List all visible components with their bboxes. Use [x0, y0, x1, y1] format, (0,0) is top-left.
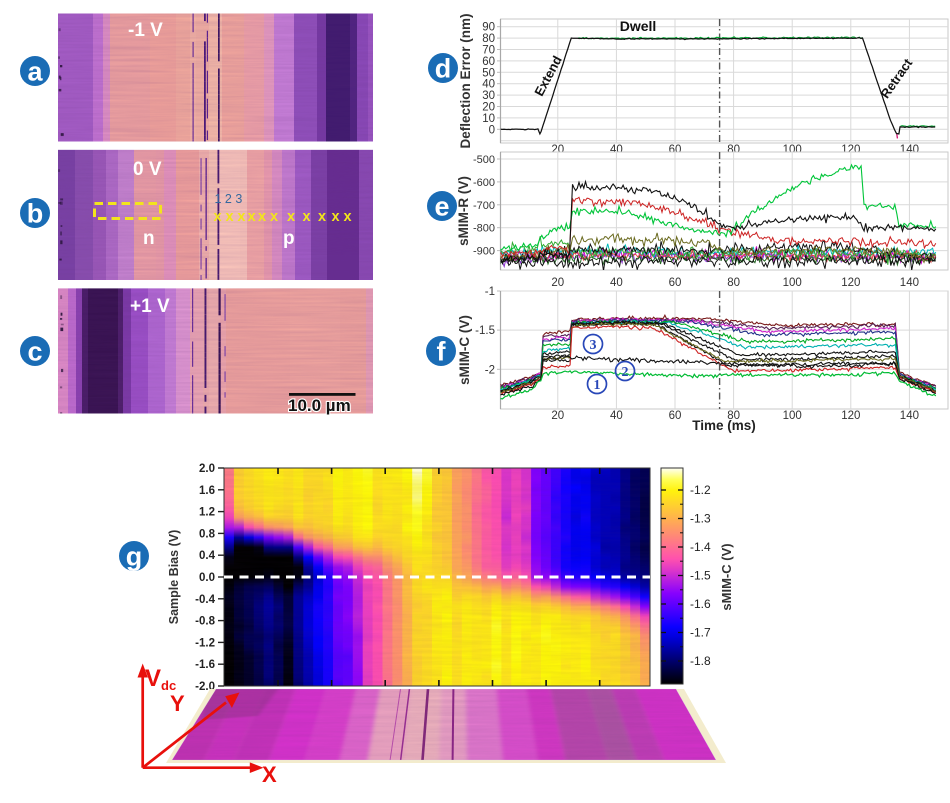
svg-text:V: V — [145, 665, 161, 692]
svg-text:20: 20 — [551, 277, 564, 289]
svg-text:10: 10 — [482, 113, 495, 125]
svg-text:b: b — [27, 199, 44, 229]
svg-text:140: 140 — [900, 277, 919, 289]
svg-text:0: 0 — [489, 124, 495, 136]
svg-text:d: d — [435, 54, 452, 84]
svg-text:1: 1 — [594, 378, 601, 393]
svg-text:-800: -800 — [473, 223, 495, 235]
svg-text:3: 3 — [590, 338, 597, 353]
svg-text:p: p — [283, 228, 295, 249]
svg-text:x: x — [237, 209, 245, 225]
svg-text:30: 30 — [482, 90, 495, 102]
svg-text:Time (ms): Time (ms) — [692, 418, 756, 433]
svg-text:0.4: 0.4 — [199, 550, 216, 562]
svg-text:100: 100 — [783, 410, 802, 422]
svg-text:x: x — [287, 209, 295, 225]
svg-text:x: x — [258, 209, 266, 225]
svg-text:x: x — [343, 209, 351, 225]
svg-text:-1.2: -1.2 — [690, 483, 711, 497]
svg-text:0 V: 0 V — [133, 159, 162, 180]
svg-text:80: 80 — [727, 410, 740, 422]
svg-text:1.6: 1.6 — [199, 485, 215, 497]
svg-text:+1 V: +1 V — [130, 296, 170, 317]
svg-text:-500: -500 — [473, 154, 495, 166]
svg-text:40: 40 — [610, 277, 623, 289]
svg-text:n: n — [143, 228, 155, 249]
svg-text:20: 20 — [551, 410, 564, 422]
svg-text:f: f — [437, 337, 447, 367]
svg-text:g: g — [126, 542, 143, 572]
svg-text:x: x — [248, 209, 256, 225]
svg-text:100: 100 — [783, 277, 802, 289]
svg-text:x: x — [225, 209, 233, 225]
svg-text:-600: -600 — [473, 177, 495, 189]
svg-text:-1.6: -1.6 — [690, 597, 711, 611]
svg-text:x: x — [318, 209, 326, 225]
svg-text:x: x — [332, 209, 340, 225]
svg-text:-1.4: -1.4 — [690, 540, 711, 554]
svg-text:10.0 µm: 10.0 µm — [288, 396, 351, 415]
svg-text:60: 60 — [669, 277, 682, 289]
svg-text:90: 90 — [482, 22, 495, 34]
svg-text:sMIM-R (V): sMIM-R (V) — [456, 176, 471, 246]
svg-text:-900: -900 — [473, 246, 495, 258]
svg-text:70: 70 — [482, 45, 495, 57]
svg-text:a: a — [27, 57, 43, 87]
svg-text:-1.6: -1.6 — [195, 659, 215, 671]
svg-text:50: 50 — [482, 67, 495, 79]
svg-text:120: 120 — [841, 410, 860, 422]
svg-text:60: 60 — [482, 56, 495, 68]
svg-text:-0.8: -0.8 — [195, 616, 215, 628]
svg-text:20: 20 — [482, 102, 495, 114]
svg-text:-1.8: -1.8 — [690, 654, 711, 668]
svg-text:-1.5: -1.5 — [690, 569, 711, 583]
svg-text:c: c — [27, 337, 42, 367]
svg-text:e: e — [434, 192, 449, 222]
svg-text:x: x — [213, 209, 221, 225]
svg-text:X: X — [262, 762, 277, 787]
svg-text:60: 60 — [669, 410, 682, 422]
svg-text:sMIM-C (V): sMIM-C (V) — [457, 315, 472, 385]
svg-text:140: 140 — [900, 410, 919, 422]
svg-text:0.0: 0.0 — [199, 572, 215, 584]
svg-text:sMIM-C (V): sMIM-C (V) — [719, 543, 734, 610]
svg-text:Deflection Error (nm): Deflection Error (nm) — [458, 13, 473, 148]
svg-text:-1: -1 — [485, 286, 495, 298]
svg-text:1 2 3: 1 2 3 — [215, 192, 243, 206]
svg-text:Dwell: Dwell — [620, 18, 657, 34]
svg-text:120: 120 — [841, 277, 860, 289]
svg-text:40: 40 — [610, 410, 623, 422]
svg-text:2: 2 — [622, 365, 629, 380]
svg-text:1.2: 1.2 — [199, 507, 215, 519]
svg-text:dc: dc — [161, 678, 176, 693]
svg-text:40: 40 — [482, 79, 495, 91]
svg-text:-1.3: -1.3 — [690, 512, 711, 526]
svg-text:-700: -700 — [473, 200, 495, 212]
svg-text:Sample Bias (V): Sample Bias (V) — [167, 530, 181, 624]
svg-text:-1 V: -1 V — [128, 20, 163, 41]
svg-text:2.0: 2.0 — [199, 463, 215, 475]
svg-text:-2: -2 — [485, 364, 495, 376]
svg-text:x: x — [270, 209, 278, 225]
svg-text:80: 80 — [482, 33, 495, 45]
svg-text:-1.7: -1.7 — [690, 626, 711, 640]
svg-text:x: x — [302, 209, 310, 225]
svg-text:-1.5: -1.5 — [475, 325, 495, 337]
svg-text:80: 80 — [727, 277, 740, 289]
svg-text:-0.4: -0.4 — [195, 594, 215, 606]
svg-text:-1.2: -1.2 — [195, 637, 215, 649]
svg-text:Y: Y — [170, 691, 185, 716]
svg-text:0.8: 0.8 — [199, 528, 216, 540]
